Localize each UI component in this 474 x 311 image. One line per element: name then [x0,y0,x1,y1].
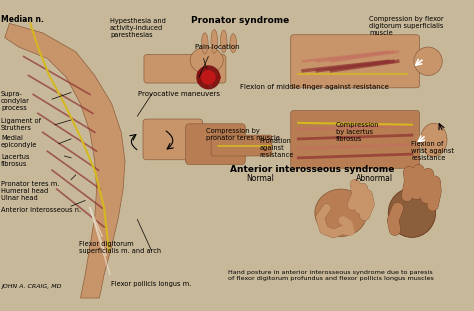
FancyBboxPatch shape [211,135,272,156]
FancyBboxPatch shape [144,55,226,83]
FancyBboxPatch shape [291,35,419,88]
Text: Provocative maneuvers: Provocative maneuvers [138,91,220,97]
Ellipse shape [211,30,218,53]
Text: Compression by flexor
digitorum superficialis
muscle: Compression by flexor digitorum superfic… [369,16,444,36]
Text: Lacertus
fibrosus: Lacertus fibrosus [1,154,29,167]
Ellipse shape [315,189,367,236]
Circle shape [210,80,214,84]
Text: Pronator teres m.
Humeral head
Ulnar head: Pronator teres m. Humeral head Ulnar hea… [1,180,59,201]
Text: Compression by
pronator teres muscle: Compression by pronator teres muscle [207,128,280,142]
Ellipse shape [420,123,447,156]
Circle shape [204,66,208,70]
Circle shape [198,71,201,75]
FancyBboxPatch shape [143,119,203,160]
Circle shape [213,67,217,71]
Circle shape [215,76,219,79]
Text: Flexion of middle finger against resistance: Flexion of middle finger against resista… [240,84,389,90]
Text: Flexor pollicis longus m.: Flexor pollicis longus m. [111,281,191,287]
Text: Pronator syndrome: Pronator syndrome [191,16,289,26]
Ellipse shape [230,34,237,53]
Text: Hand posture in anterior interosseous syndrome due to paresis
of flexor digitoru: Hand posture in anterior interosseous sy… [228,270,434,281]
Ellipse shape [220,30,227,53]
Text: Normal: Normal [246,174,274,183]
FancyBboxPatch shape [186,124,245,165]
Circle shape [217,76,220,79]
Text: Pronation
against
resistance: Pronation against resistance [259,138,294,158]
Ellipse shape [388,188,436,237]
Ellipse shape [201,33,208,54]
Circle shape [197,66,220,89]
Text: Supra-
condylar
process: Supra- condylar process [1,91,30,111]
Text: Compression
by lacertus
fibrosus: Compression by lacertus fibrosus [336,122,379,142]
Text: Medial
epicondyle: Medial epicondyle [1,136,37,148]
Text: Abnormal: Abnormal [356,174,392,183]
Ellipse shape [414,47,442,76]
Text: Hypesthesia and
activity-induced
paresthesias: Hypesthesia and activity-induced paresth… [110,18,166,38]
Text: JOHN A. CRAIG, MD: JOHN A. CRAIG, MD [1,285,62,290]
Polygon shape [5,23,125,298]
Text: Flexor digitorum
superficialis m. and arch: Flexor digitorum superficialis m. and ar… [79,242,161,254]
Circle shape [199,79,203,83]
Circle shape [205,82,209,86]
FancyBboxPatch shape [291,110,419,168]
Ellipse shape [190,47,223,74]
Text: Pain location: Pain location [195,44,240,50]
Text: Ligament of
Struthers: Ligament of Struthers [1,118,41,131]
Text: Flexion of
wrist against
resistance: Flexion of wrist against resistance [411,142,454,161]
Text: Anterior interosseous syndrome: Anterior interosseous syndrome [230,165,394,174]
Text: Anterior interosseous n.: Anterior interosseous n. [1,207,81,213]
Text: Median n.: Median n. [1,15,44,24]
Circle shape [202,71,215,84]
